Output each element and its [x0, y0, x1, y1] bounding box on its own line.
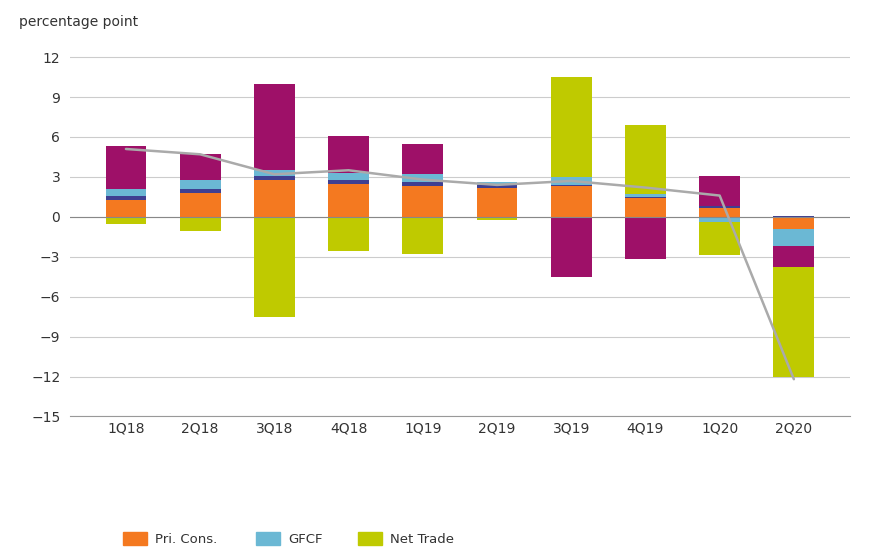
Bar [551, 186, 591, 217]
Bar [328, 180, 369, 184]
Bar [477, 218, 518, 220]
Bar [328, 136, 369, 173]
Bar [328, 173, 369, 180]
Bar [328, 184, 369, 217]
Bar [477, 185, 518, 187]
Bar [699, 208, 740, 217]
Bar [402, 174, 443, 182]
Bar [551, 185, 591, 186]
Bar [551, 77, 591, 177]
Bar [180, 180, 221, 189]
Bar [477, 217, 518, 218]
Bar [254, 217, 294, 317]
Bar [774, 267, 815, 376]
Bar [180, 155, 221, 180]
Bar [402, 182, 443, 186]
Bar [180, 189, 221, 193]
Bar [774, 217, 815, 229]
Legend: Pri. Cons., Govt. cons., GFCF, Stocks, Net Trade, GDP (%YoY): Pri. Cons., Govt. cons., GFCF, Stocks, N… [124, 532, 468, 548]
Bar [402, 144, 443, 174]
Bar [402, 217, 443, 254]
Bar [477, 187, 518, 217]
Bar [105, 146, 146, 189]
Bar [105, 189, 146, 196]
Bar [254, 180, 294, 217]
Bar [254, 170, 294, 175]
Bar [625, 125, 666, 194]
Bar [551, 177, 591, 185]
Bar [625, 198, 666, 217]
Bar [180, 193, 221, 217]
Bar [699, 175, 740, 206]
Bar [625, 197, 666, 198]
Bar [551, 217, 591, 277]
Bar [625, 194, 666, 197]
Bar [699, 217, 740, 222]
Bar [105, 217, 146, 224]
Bar [699, 222, 740, 255]
Bar [254, 84, 294, 170]
Bar [625, 217, 666, 259]
Bar [699, 206, 740, 208]
Bar [402, 186, 443, 217]
Bar [477, 182, 518, 185]
Bar [105, 199, 146, 217]
Bar [774, 215, 815, 217]
Bar [328, 217, 369, 252]
Bar [105, 196, 146, 199]
Bar [774, 246, 815, 267]
Text: percentage point: percentage point [19, 15, 138, 29]
Bar [180, 217, 221, 231]
Bar [774, 229, 815, 246]
Bar [254, 175, 294, 180]
